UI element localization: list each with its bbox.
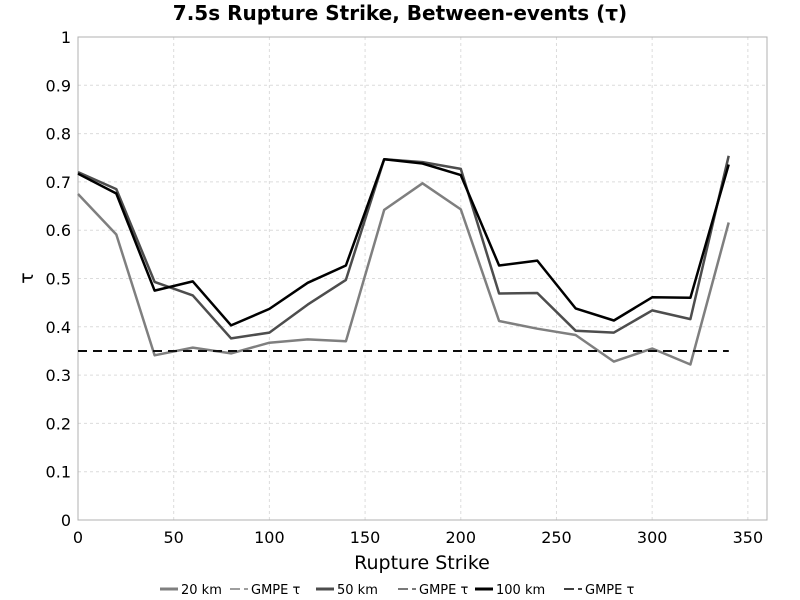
y-tick-label: 0.2 bbox=[46, 414, 71, 433]
y-tick-label: 0.6 bbox=[46, 221, 71, 240]
legend-label: GMPE τ bbox=[419, 583, 468, 598]
x-tick-label: 250 bbox=[541, 528, 572, 547]
y-tick-label: 0.3 bbox=[46, 366, 71, 385]
x-tick-label: 150 bbox=[350, 528, 381, 547]
legend-label: 50 km bbox=[337, 583, 378, 598]
y-tick-label: 0.8 bbox=[46, 125, 71, 144]
x-tick-label: 350 bbox=[733, 528, 764, 547]
y-tick-label: 0 bbox=[61, 511, 71, 530]
series-line-20-km-0 bbox=[77, 182, 730, 366]
x-tick-label: 0 bbox=[73, 528, 83, 547]
legend-label: 100 km bbox=[496, 583, 545, 598]
y-tick-label: 0.1 bbox=[46, 463, 71, 482]
series-lines bbox=[77, 155, 730, 366]
x-tick-label: 50 bbox=[164, 528, 184, 547]
y-tick-label: 0.5 bbox=[46, 270, 71, 289]
y-tick-label: 0.7 bbox=[46, 173, 71, 192]
y-axis-label: τ bbox=[16, 272, 38, 283]
x-tick-label: 200 bbox=[446, 528, 477, 547]
y-tick-label: 1 bbox=[61, 28, 71, 47]
x-axis-label: Rupture Strike bbox=[354, 552, 490, 574]
y-tick-label: 0.9 bbox=[46, 76, 71, 95]
x-tick-label: 100 bbox=[254, 528, 285, 547]
grid bbox=[78, 37, 767, 520]
axis-ticks: 0 50 100 150 200 250 300 350 0 0.1 0.2 0.3 0.4 0.5 0.6… bbox=[46, 28, 764, 547]
legend-label: 20 km bbox=[181, 583, 222, 598]
legend-label: GMPE τ bbox=[251, 583, 300, 598]
chart-title: 7.5s Rupture Strike, Between-events (τ) bbox=[173, 1, 627, 25]
legend-label: GMPE τ bbox=[585, 583, 634, 598]
plot-frame bbox=[77, 36, 768, 521]
series-line-100-km-4 bbox=[77, 157, 730, 327]
y-tick-label: 0.4 bbox=[46, 318, 71, 337]
legend: 20 km GMPE τ 50 km GMPE τ 100 km GMPE τ bbox=[160, 583, 634, 598]
x-tick-label: 300 bbox=[637, 528, 668, 547]
